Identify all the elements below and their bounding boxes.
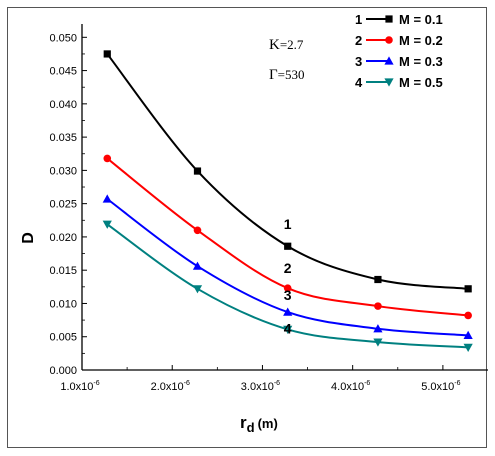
x-tick-label: 1.0x10-6 xyxy=(60,380,99,393)
legend-marker-3 xyxy=(384,56,394,65)
figure-frame xyxy=(7,7,487,448)
legend-marker-1 xyxy=(385,15,393,23)
y-tick-label: 0.005 xyxy=(49,332,77,344)
data-point-series-1 xyxy=(374,275,382,284)
y-tick-label: 0.025 xyxy=(49,199,77,211)
data-point-series-3 xyxy=(373,324,383,333)
gamma-annotation: Γ=530 xyxy=(269,67,305,83)
y-tick-label: 0.050 xyxy=(49,32,77,44)
y-tick-label: 0.020 xyxy=(49,232,77,244)
legend-id-1: 1 xyxy=(355,12,362,27)
curve-label-1: 1 xyxy=(284,216,292,232)
data-point-series-2 xyxy=(283,284,292,292)
data-point-series-2 xyxy=(374,302,382,310)
legend-label-3: M = 0.3 xyxy=(399,54,443,69)
kappa-symbol: Κ xyxy=(269,37,280,53)
data-point-series-3 xyxy=(463,330,473,339)
data-point-series-1 xyxy=(193,167,202,175)
y-tick-label: 0.030 xyxy=(49,165,77,177)
series-line-1 xyxy=(106,53,469,290)
y-tick-label: 0.045 xyxy=(49,66,77,78)
x-tick-label: 2.0x10-6 xyxy=(151,380,190,393)
x-tick-label: 4.0x10-6 xyxy=(331,380,370,393)
kappa-value: =2.7 xyxy=(280,37,304,52)
data-point-series-2 xyxy=(464,311,472,320)
legend-label-2: M = 0.2 xyxy=(399,33,443,48)
curve-label-4: 4 xyxy=(284,320,292,336)
curve-label-2: 2 xyxy=(284,260,292,276)
data-point-series-1 xyxy=(464,285,472,293)
x-axis-label-unit: (m) xyxy=(258,416,278,431)
data-point-series-1 xyxy=(103,50,111,58)
x-tick-label: 5.0x10-6 xyxy=(421,380,460,393)
data-point-series-4 xyxy=(102,220,112,229)
kappa-annotation: Κ=2.7 xyxy=(269,37,304,53)
data-point-series-3 xyxy=(102,194,112,203)
data-point-series-4 xyxy=(192,285,203,294)
data-point-series-4 xyxy=(283,325,293,335)
legend-marker-4 xyxy=(384,78,394,87)
y-tick-label: 0.000 xyxy=(49,365,77,377)
data-point-series-1 xyxy=(284,242,292,250)
data-point-series-2 xyxy=(193,226,202,235)
legend-id-2: 2 xyxy=(355,33,362,48)
y-tick-label: 0.015 xyxy=(49,265,77,277)
legend-label-4: M = 0.5 xyxy=(399,75,443,90)
data-point-series-2 xyxy=(103,154,112,163)
data-point-series-4 xyxy=(463,343,473,352)
data-point-series-3 xyxy=(192,261,203,270)
data-point-series-4 xyxy=(373,338,383,347)
y-tick-label: 0.040 xyxy=(49,99,77,111)
x-axis-label-sub: d xyxy=(247,420,255,435)
y-tick-label: 0.035 xyxy=(49,132,77,144)
x-axis-label-main: r xyxy=(240,413,247,432)
legend-id-3: 3 xyxy=(355,54,362,69)
curve-label-3: 3 xyxy=(284,287,292,303)
y-axis-label: D xyxy=(20,232,37,244)
legend-label-1: M = 0.1 xyxy=(399,12,443,27)
data-point-series-3 xyxy=(283,307,293,316)
legend-id-4: 4 xyxy=(355,75,363,90)
legend-marker-2 xyxy=(385,36,393,44)
y-tick-label: 0.010 xyxy=(49,298,77,310)
gamma-symbol: Γ xyxy=(269,67,278,83)
x-axis-label: rd (m) xyxy=(240,413,278,435)
gamma-value: =530 xyxy=(278,67,305,82)
x-tick-label: 3.0x10-6 xyxy=(241,380,280,393)
